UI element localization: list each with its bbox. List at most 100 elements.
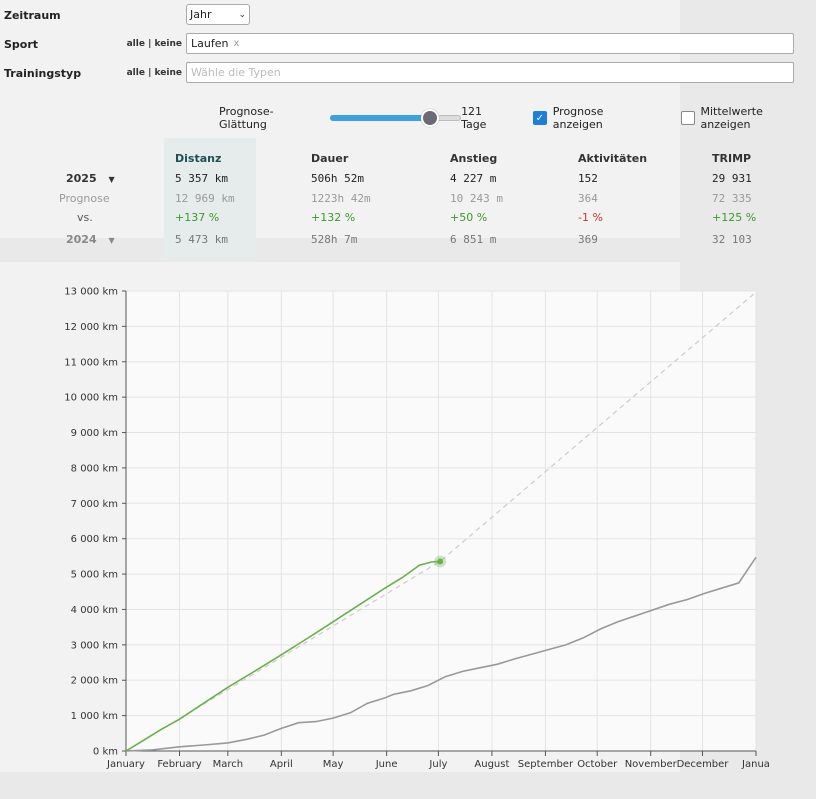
sport-separator: | [148, 39, 152, 49]
series-line-2025-prognose [125, 291, 757, 752]
header-distanz[interactable]: Distanz [175, 152, 222, 165]
distance-chart: 0 km 1 000 km 2 000 km 3 000 km 4 000 km 5 00… [0, 282, 816, 772]
y-tick-label: 4 000 km [71, 605, 118, 616]
vs-anstieg: +50 % [450, 211, 488, 224]
header-dauer[interactable]: Dauer [311, 152, 349, 165]
vs-distanz: +137 % [175, 211, 220, 224]
trainingstyp-label: Trainingstyp [4, 66, 82, 80]
header-trimp[interactable]: TRIMP [712, 152, 752, 165]
slider-handle[interactable] [420, 109, 439, 127]
x-tick-label: July [428, 759, 447, 770]
sport-alle-link[interactable]: alle [126, 39, 145, 49]
current-dauer: 506h 52m [311, 172, 364, 185]
chevron-down-icon: ⌄ [238, 9, 246, 20]
y-tick-label: 8 000 km [71, 463, 118, 474]
y-tick-label: 7 000 km [71, 499, 118, 510]
vs-aktivitaeten: -1 % [578, 211, 603, 224]
vs-trimp: +125 % [712, 211, 757, 224]
distance-chart-svg: 0 km 1 000 km 2 000 km 3 000 km 4 000 km 5 00… [64, 287, 770, 771]
y-tick-label: 10 000 km [64, 393, 118, 404]
series-line-2025 [125, 560, 441, 752]
smoothing-label: Prognose-Glättung [219, 105, 274, 131]
forecast-row-label: Prognose [59, 192, 110, 205]
forecast-controls: Prognose-Glättung 121 Tage ✓ Prognose an… [219, 105, 816, 131]
y-tick-label: 1 000 km [71, 711, 118, 722]
y-tick-label: 2 000 km [71, 676, 118, 687]
caret-down-icon: ▼ [108, 175, 115, 184]
header-anstieg[interactable]: Anstieg [450, 152, 498, 165]
show-forecast-checkbox[interactable]: ✓ [532, 111, 547, 125]
caret-down-icon: ▼ [108, 236, 115, 245]
vs-dauer: +132 % [311, 211, 356, 224]
x-tick-label: May [323, 759, 344, 770]
y-tick-label: 12 000 km [64, 322, 118, 333]
forecast-distanz: 12 969 km [175, 192, 235, 205]
vs-row-label: vs. [77, 211, 93, 224]
compare-trimp: 32 103 [712, 233, 752, 246]
series-line-2024 [125, 556, 757, 752]
x-tick-label: December [677, 759, 730, 770]
sport-tag: Laufen [191, 37, 229, 50]
filter-zeitraum-row: Zeitraum [4, 4, 122, 26]
trainingstyp-alle-link[interactable]: alle [126, 68, 145, 78]
forecast-aktivitaeten: 364 [578, 192, 598, 205]
y-tick-label: 11 000 km [64, 357, 118, 368]
trainingstyp-alle-keine: alle | keine [124, 68, 188, 78]
current-distanz: 5 357 km [175, 172, 228, 185]
current-point-marker [437, 558, 444, 565]
year-compare-select[interactable]: 2024 ▼ [66, 233, 115, 246]
x-tick-label: November [625, 759, 678, 770]
forecast-dauer: 1223h 42m [311, 192, 371, 205]
compare-aktivitaeten: 369 [578, 233, 598, 246]
x-tick-label: June [375, 759, 398, 770]
current-aktivitaeten: 152 [578, 172, 598, 185]
x-tick-label: August [474, 759, 509, 770]
y-tick-label: 0 km [93, 747, 118, 758]
y-tick-label: 3 000 km [71, 640, 118, 651]
header-aktivitaeten[interactable]: Aktivitäten [578, 152, 648, 165]
stats-table: Distanz Dauer Anstieg Aktivitäten TRIMP … [0, 138, 816, 258]
compare-distanz: 5 473 km [175, 233, 228, 246]
x-tick-label: September [518, 759, 574, 770]
trainingstyp-separator: | [148, 68, 152, 78]
y-tick-label: 5 000 km [71, 570, 118, 581]
compare-anstieg: 6 851 m [450, 233, 497, 246]
forecast-anstieg: 10 243 m [450, 192, 503, 205]
zeitraum-select[interactable]: Jahr ⌄ [186, 4, 250, 25]
sport-keine-link[interactable]: keine [154, 39, 182, 49]
forecast-trimp: 72 335 [712, 192, 752, 205]
current-trimp: 29 931 [712, 172, 752, 185]
smoothing-slider[interactable] [329, 108, 462, 128]
current-anstieg: 4 227 m [450, 172, 497, 185]
y-tick-label: 9 000 km [71, 428, 118, 439]
y-tick-label: 13 000 km [64, 287, 118, 298]
sport-input[interactable]: Laufen x [186, 33, 794, 54]
x-tick-label: January [106, 759, 145, 770]
year-compare-label: 2024 [66, 233, 97, 246]
trainingstyp-input[interactable]: Wähle die Typen [186, 62, 794, 83]
filter-sport-row: Sport alle | keine [4, 33, 188, 55]
x-tick-label: March [213, 759, 243, 770]
year-current-label: 2025 [66, 172, 97, 185]
x-tick-label: April [270, 759, 293, 770]
zeitraum-value: Jahr [190, 8, 212, 21]
distanz-column-highlight [164, 138, 256, 258]
trainingstyp-keine-link[interactable]: keine [154, 68, 182, 78]
x-tick-label: October [577, 759, 618, 770]
plot-background [126, 291, 756, 751]
y-tick-label: 6 000 km [71, 534, 118, 545]
x-tick-label: February [157, 759, 201, 770]
compare-dauer: 528h 7m [311, 233, 358, 246]
slider-fill [329, 115, 430, 121]
sport-label: Sport [4, 37, 39, 51]
sport-alle-keine: alle | keine [124, 39, 188, 49]
tag-remove-icon[interactable]: x [233, 38, 240, 49]
year-current-select[interactable]: 2025 ▼ [66, 172, 115, 185]
smoothing-value: 121 Tage [461, 105, 487, 131]
zeitraum-label: Zeitraum [4, 8, 61, 22]
trainingstyp-placeholder: Wähle die Typen [191, 66, 281, 79]
x-tick-label: Janua [741, 759, 770, 770]
show-means-checkbox[interactable] [680, 111, 695, 125]
show-forecast-label: Prognose anzeigen [552, 105, 604, 131]
